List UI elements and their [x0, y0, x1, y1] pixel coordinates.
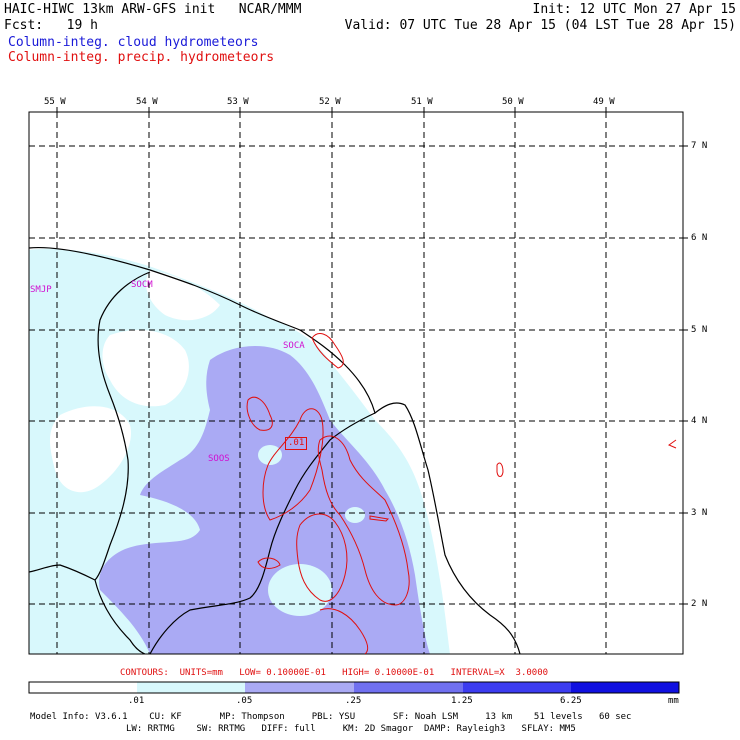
cloud-field-label: Column-integ. cloud hydrometeors	[8, 35, 259, 50]
colorbar-tick: .01	[128, 696, 145, 706]
station-label: SMJP	[30, 285, 52, 295]
forecast-hour: Fcst: 19 h	[4, 18, 98, 33]
lon-label: 51 W	[411, 97, 433, 107]
precip-contour	[311, 333, 344, 369]
station-label: SOOS	[208, 454, 230, 464]
colorbar-tick: 1.25	[451, 696, 473, 706]
colorbar-tick: .05	[236, 696, 253, 706]
model-info-line2: LW: RRTMG SW: RRTMG DIFF: full KM: 2D Sm…	[126, 724, 576, 734]
lat-label: 2 N	[691, 599, 708, 609]
colorbar	[28, 681, 680, 694]
precip-contour	[317, 435, 410, 606]
border-line	[94, 579, 146, 654]
plot-title: HAIC-HIWC 13km ARW-GFS init NCAR/MMM	[4, 2, 302, 17]
colorbar-tick: 6.25	[560, 696, 582, 706]
colorbar-unit: mm	[668, 696, 679, 706]
precip-contour	[246, 396, 273, 431]
station-label: SOCA	[283, 341, 305, 351]
cloud-gap	[268, 564, 332, 616]
init-time: Init: 12 UTC Mon 27 Apr 15	[532, 2, 737, 17]
shaded-field	[29, 248, 450, 654]
lon-label: 55 W	[44, 97, 66, 107]
map-frame	[28, 111, 684, 655]
precip-contour	[369, 515, 390, 522]
station-label: SOCM	[131, 280, 153, 290]
axis-ticks	[56, 107, 688, 605]
contour-value-label: .01	[285, 437, 308, 450]
lat-label: 7 N	[691, 141, 708, 151]
colorbar-tick: .25	[345, 696, 362, 706]
precip-contour	[257, 557, 281, 569]
contours-info: CONTOURS: UNITS=mm LOW= 0.10000E-01 HIGH…	[120, 668, 549, 678]
border-line	[29, 271, 151, 581]
valid-time: Valid: 07 UTC Tue 28 Apr 15 (04 LST Tue …	[344, 18, 736, 33]
cloud-shade-mid	[99, 345, 431, 654]
lat-label: 4 N	[691, 416, 708, 426]
lat-label: 6 N	[691, 233, 708, 243]
lon-label: 54 W	[136, 97, 158, 107]
model-info-line1: Model Info: V3.6.1 CU: KF MP: Thompson P…	[30, 712, 632, 722]
lat-label: 5 N	[691, 325, 708, 335]
precip-contours	[246, 333, 677, 654]
lon-label: 49 W	[593, 97, 615, 107]
precip-contour	[667, 439, 677, 449]
precip-field-label: Column-integ. precip. hydrometeors	[8, 50, 275, 65]
clear-region	[50, 406, 131, 493]
precip-contour	[262, 408, 324, 521]
cloud-gap	[345, 507, 365, 523]
graticule	[29, 112, 683, 654]
lon-label: 52 W	[319, 97, 341, 107]
border-line	[149, 412, 376, 654]
precip-contour	[319, 608, 369, 654]
clear-region	[102, 330, 189, 407]
coastline	[29, 246, 521, 654]
precip-contour	[496, 462, 504, 477]
precip-contour	[296, 513, 348, 602]
lon-label: 50 W	[502, 97, 524, 107]
cloud-gap	[258, 445, 282, 465]
coast-line	[29, 246, 521, 654]
lon-label: 53 W	[227, 97, 249, 107]
clear-region	[145, 270, 220, 321]
lat-label: 3 N	[691, 508, 708, 518]
